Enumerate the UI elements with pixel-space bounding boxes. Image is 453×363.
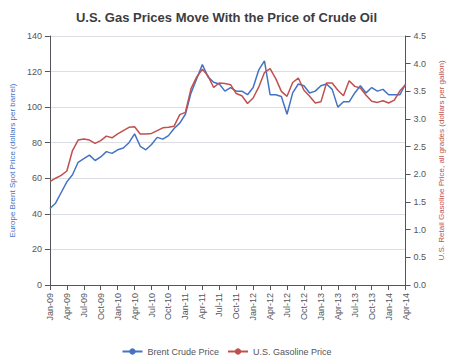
svg-text:0.0: 0.0 [414, 280, 427, 290]
svg-text:40: 40 [32, 209, 42, 219]
svg-text:0.5: 0.5 [414, 252, 427, 262]
svg-text:80: 80 [32, 138, 42, 148]
svg-text:60: 60 [32, 173, 42, 183]
svg-text:Jan-12: Jan-12 [248, 293, 258, 321]
svg-text:Oct-12: Oct-12 [299, 293, 309, 320]
svg-text:3.0: 3.0 [414, 114, 427, 124]
svg-text:Jan-09: Jan-09 [45, 293, 55, 321]
svg-text:Jul-12: Jul-12 [282, 293, 292, 318]
svg-text:0: 0 [37, 280, 42, 290]
svg-text:Brent Crude Price: Brent Crude Price [147, 347, 219, 357]
svg-text:1.5: 1.5 [414, 197, 427, 207]
svg-text:Oct-09: Oct-09 [96, 293, 106, 320]
svg-text:100: 100 [27, 102, 42, 112]
svg-text:Oct-10: Oct-10 [163, 293, 173, 320]
svg-text:20: 20 [32, 244, 42, 254]
svg-text:Jul-13: Jul-13 [350, 293, 360, 318]
svg-text:U.S. Retail Gasoline Price, al: U.S. Retail Gasoline Price, all grades (… [437, 60, 446, 260]
svg-text:4.5: 4.5 [414, 31, 427, 41]
svg-text:4.0: 4.0 [414, 59, 427, 69]
svg-text:Apr-14: Apr-14 [401, 293, 411, 320]
svg-text:Jul-09: Jul-09 [79, 293, 89, 318]
svg-text:120: 120 [27, 67, 42, 77]
svg-text:140: 140 [27, 31, 42, 41]
svg-text:Jul-11: Jul-11 [214, 293, 224, 317]
svg-text:Jan-13: Jan-13 [316, 293, 326, 321]
svg-text:Apr-10: Apr-10 [130, 293, 140, 320]
svg-text:U.S. Gas Prices Move With the: U.S. Gas Prices Move With the Price of C… [76, 10, 377, 25]
svg-text:Oct-11: Oct-11 [231, 293, 241, 319]
svg-text:U.S. Gasoline Price: U.S. Gasoline Price [253, 347, 332, 357]
svg-text:Apr-12: Apr-12 [265, 293, 275, 320]
svg-text:Apr-13: Apr-13 [333, 293, 343, 320]
svg-text:Jul-10: Jul-10 [147, 293, 157, 318]
svg-text:Jan-14: Jan-14 [384, 293, 394, 321]
svg-text:3.5: 3.5 [414, 86, 427, 96]
svg-text:Oct-13: Oct-13 [367, 293, 377, 320]
svg-text:1.0: 1.0 [414, 225, 427, 235]
svg-text:Apr-09: Apr-09 [62, 293, 72, 320]
svg-text:Europe Brent Spot Price (dolla: Europe Brent Spot Price (dollars per bar… [8, 83, 17, 237]
svg-text:2.5: 2.5 [414, 142, 427, 152]
svg-text:Apr-11: Apr-11 [197, 293, 207, 319]
svg-text:2.0: 2.0 [414, 169, 427, 179]
svg-text:Jan-10: Jan-10 [113, 293, 123, 321]
svg-text:Jan-11: Jan-11 [180, 293, 190, 320]
